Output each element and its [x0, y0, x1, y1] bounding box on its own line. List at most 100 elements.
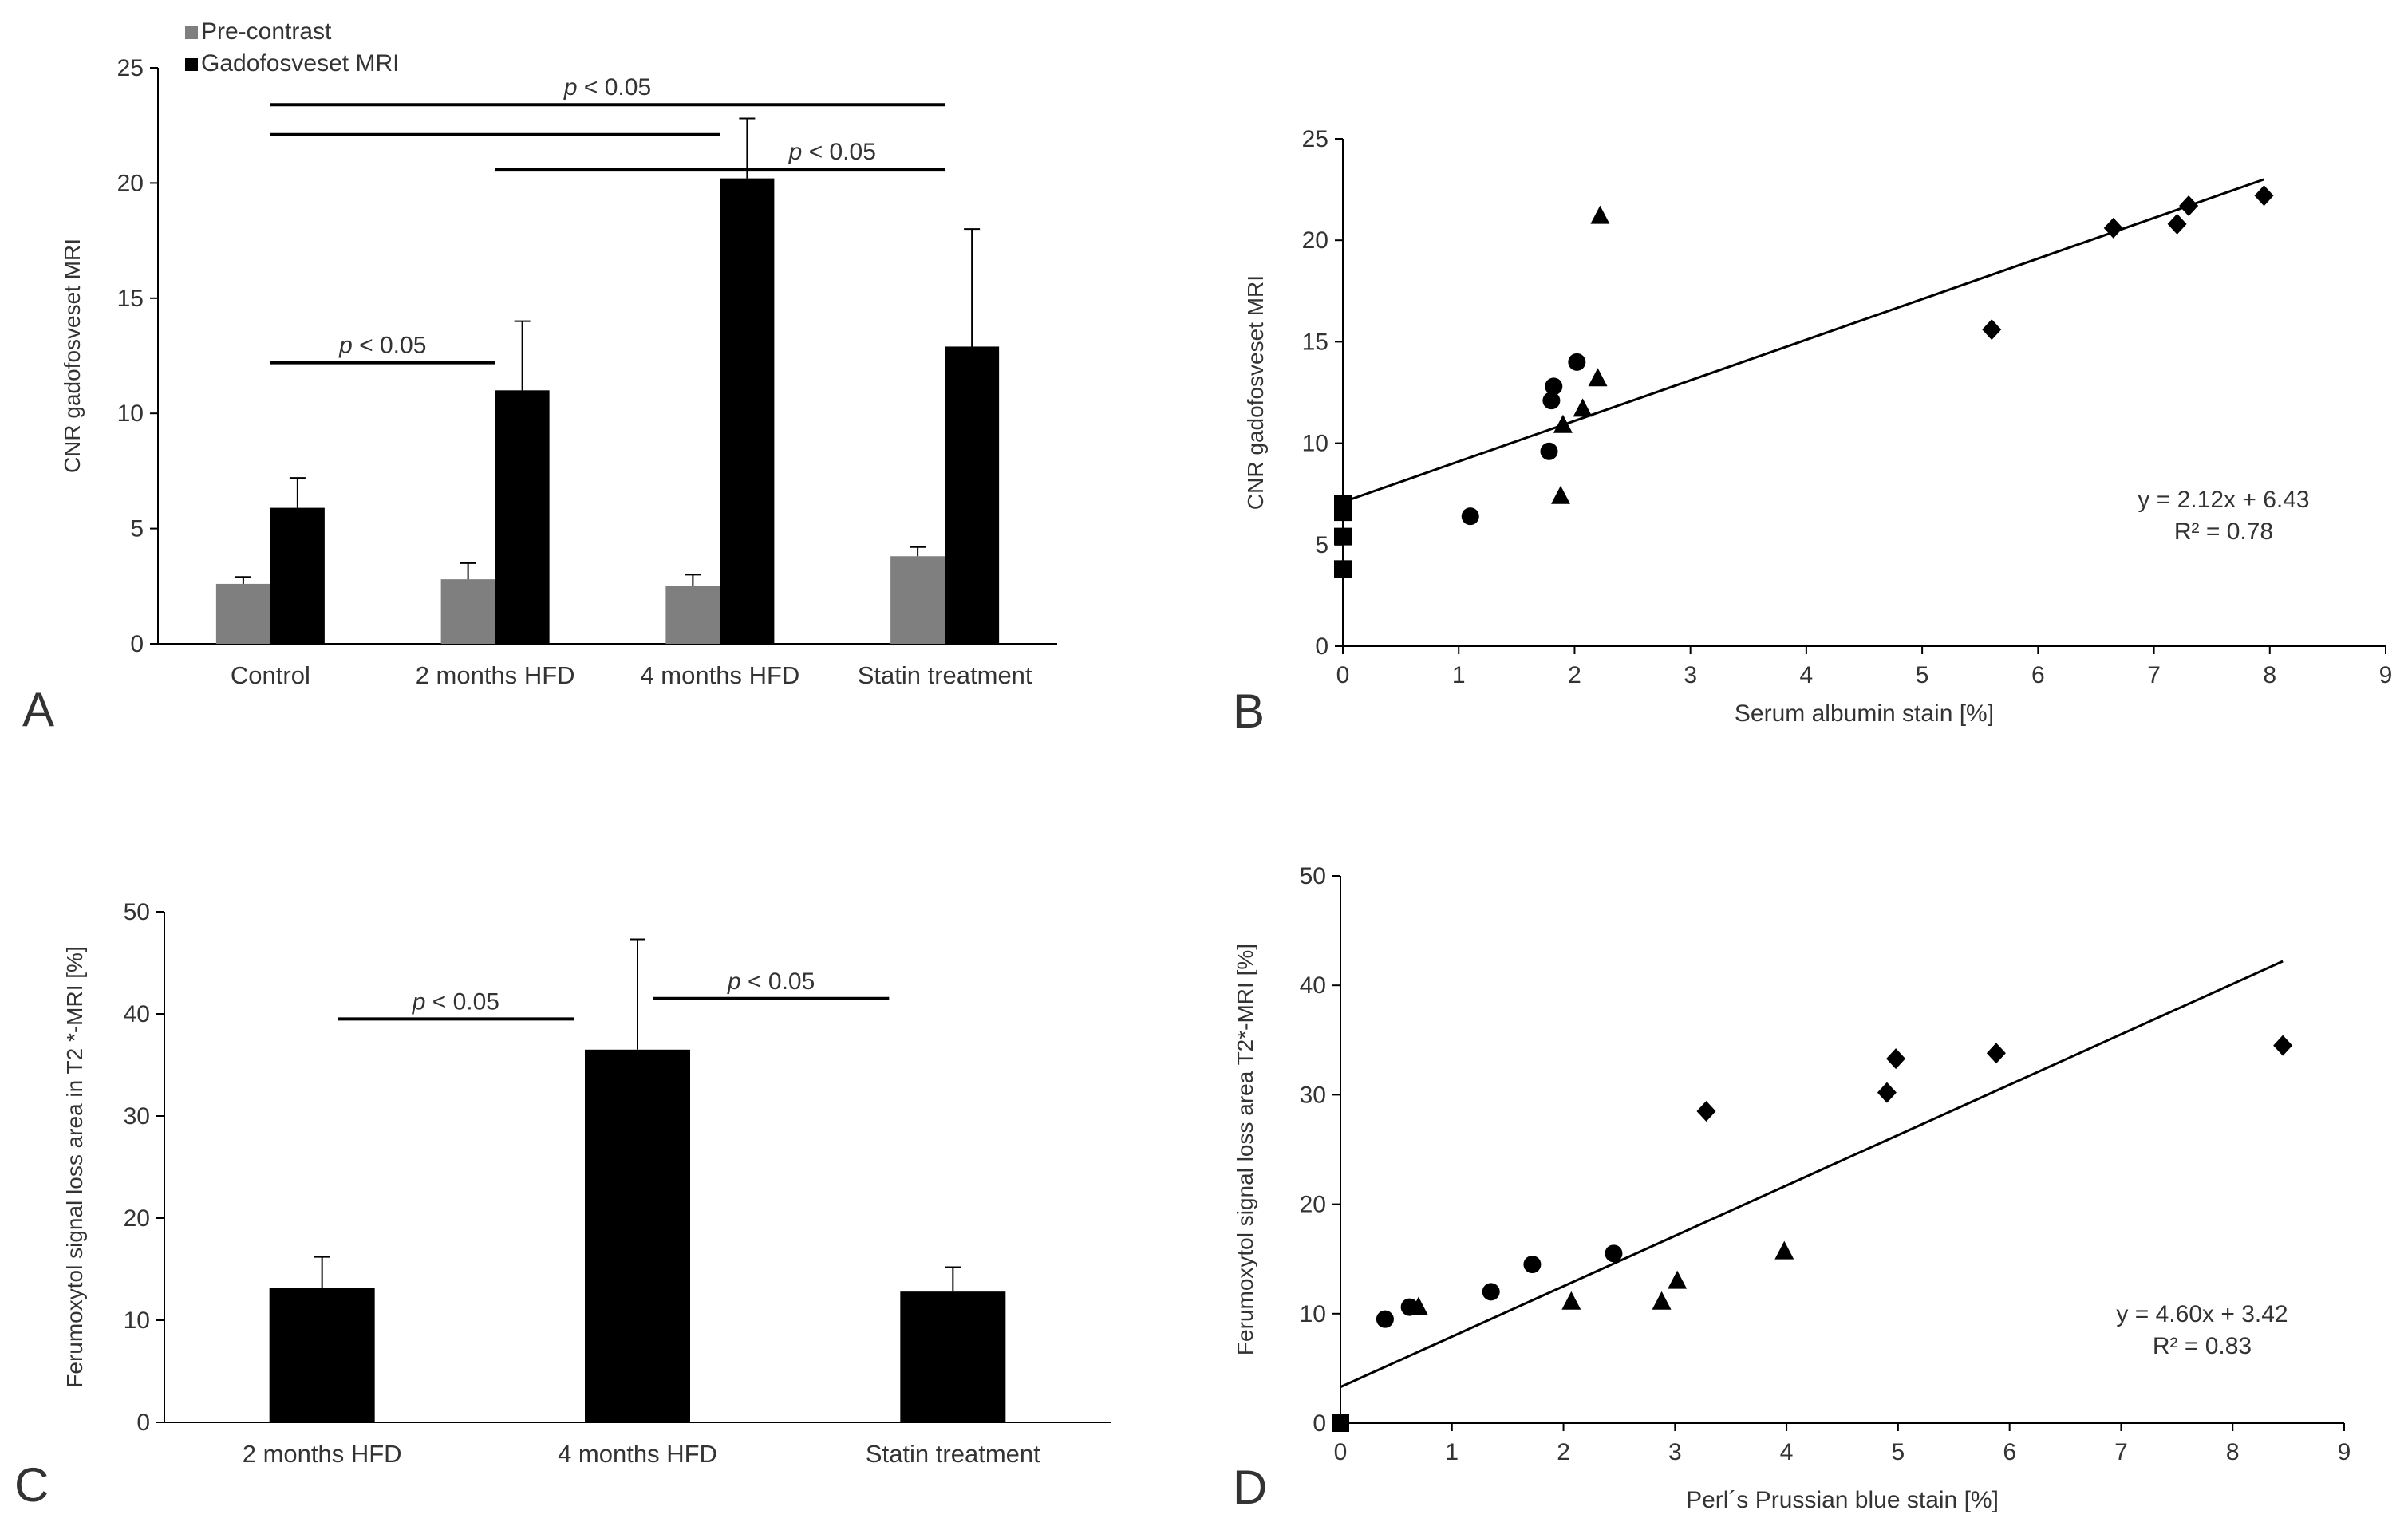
triangle-point — [1553, 414, 1573, 433]
x-tick-label: 8 — [2263, 662, 2276, 688]
y-tick-label: 20 — [124, 1205, 150, 1232]
y-tick-label: 10 — [1302, 431, 1328, 457]
circle-point — [1545, 377, 1563, 396]
trendline — [1340, 960, 2284, 1389]
square-point — [1334, 495, 1352, 513]
y-tick-label: 10 — [124, 1307, 150, 1334]
diamond-point — [1886, 1048, 1906, 1070]
bar — [269, 1288, 375, 1422]
triangle-point — [1588, 368, 1608, 387]
y-tick-label: 10 — [1300, 1301, 1326, 1327]
panel-d: 0 10 20 30 40 50 0 1 2 3 4 5 6 7 8 9 Perl´s Prussian blu… — [1233, 863, 2351, 1514]
y-tick-label: 0 — [1313, 1410, 1326, 1437]
x-tick-label: 1 — [1445, 1439, 1459, 1465]
y-tick-label: 15 — [117, 286, 144, 312]
triangle-point — [1652, 1291, 1672, 1310]
bar — [945, 346, 1000, 644]
y-tick-label: 20 — [117, 170, 144, 196]
y-tick-label: 40 — [124, 1001, 150, 1027]
x-tick-label: 3 — [1684, 662, 1697, 688]
x-tick-label: 4 months HFD — [640, 661, 799, 689]
x-tick-label: 5 — [1892, 1439, 1905, 1465]
bar — [665, 586, 720, 644]
y-tick-label: 30 — [124, 1103, 150, 1130]
x-tick-label: Statin treatment — [866, 1440, 1040, 1468]
bar — [585, 1049, 690, 1422]
diamond-point — [1982, 319, 2002, 341]
y-tick-label: 0 — [130, 631, 144, 657]
triangle-point — [1668, 1270, 1688, 1289]
x-tick-label: 2 — [1557, 1439, 1570, 1465]
legend-label: Pre-contrast — [201, 18, 332, 45]
y-tick-label: 0 — [136, 1410, 150, 1436]
y-tick-label: 0 — [1315, 633, 1328, 660]
y-tick-label: 50 — [124, 899, 150, 925]
y-tick-label: 5 — [130, 516, 144, 542]
panel-b: 0 5 10 15 20 25 0 1 2 3 4 5 6 7 8 9 Serum albumin stain … — [1233, 126, 2392, 738]
y-axis-label: Ferumoxytol signal loss area T2*-MRI [%] — [1233, 944, 1257, 1355]
circle-point — [1376, 1310, 1394, 1328]
x-axis-label: Perl´s Prussian blue stain [%] — [1686, 1487, 1999, 1513]
x-tick-label: 4 — [1800, 662, 1814, 688]
diamond-point — [1696, 1100, 1716, 1122]
diamond-point — [2167, 213, 2187, 235]
triangle-point — [1774, 1240, 1794, 1260]
significance-label: p < 0.05 — [727, 968, 815, 995]
y-tick-label: 30 — [1300, 1082, 1326, 1108]
circle-point — [1523, 1256, 1542, 1274]
bar — [215, 583, 270, 644]
bar — [900, 1291, 1006, 1422]
significance-label: p < 0.05 — [412, 988, 499, 1015]
y-tick-label: 20 — [1302, 227, 1328, 254]
y-tick-label: 5 — [1315, 532, 1328, 558]
x-tick-label: 3 — [1668, 1439, 1682, 1465]
diamond-point — [2103, 217, 2123, 239]
x-tick-label: 2 — [1568, 662, 1581, 688]
x-tick-label: 7 — [2147, 662, 2161, 688]
y-axis-label: Ferumoxytol signal loss area in T2 *-MRI… — [62, 946, 87, 1387]
diamond-point — [2254, 185, 2274, 207]
diamond-point — [2179, 195, 2199, 216]
triangle-point — [1551, 485, 1571, 504]
square-point — [1332, 1414, 1349, 1432]
regression-equation: y = 4.60x + 3.42 — [2116, 1301, 2288, 1327]
bar — [270, 507, 325, 644]
square-point — [1334, 527, 1352, 546]
x-axis-label: Serum albumin stain [%] — [1735, 700, 1994, 727]
significance-label: p < 0.05 — [788, 139, 876, 165]
panel-label: A — [22, 683, 54, 736]
x-tick-label: Control — [231, 661, 310, 689]
bar — [720, 178, 775, 644]
regression-equation: y = 2.12x + 6.43 — [2138, 487, 2309, 513]
y-axis-label: CNR gadofosveset MRI — [1243, 275, 1268, 510]
y-tick-label: 50 — [1300, 863, 1326, 889]
x-tick-label: 2 months HFD — [243, 1440, 402, 1468]
circle-point — [1568, 353, 1586, 371]
bar — [890, 556, 945, 644]
r-squared: R² = 0.83 — [2153, 1333, 2252, 1359]
panel-c: 0 10 20 30 40 50 Ferumoxytol signal loss area … — [14, 899, 1111, 1512]
diamond-point — [1877, 1082, 1897, 1103]
y-tick-label: 40 — [1300, 972, 1326, 999]
triangle-point — [1561, 1291, 1581, 1310]
triangle-point — [1408, 1296, 1428, 1315]
diamond-point — [1986, 1043, 2006, 1064]
x-tick-label: 4 months HFD — [558, 1440, 717, 1468]
legend-label: Gadofosveset MRI — [201, 50, 399, 77]
y-tick-label: 15 — [1302, 329, 1328, 355]
y-tick-label: 10 — [117, 400, 144, 427]
triangle-point — [1590, 205, 1610, 224]
x-tick-label: 9 — [2338, 1439, 2351, 1465]
r-squared: R² = 0.78 — [2174, 519, 2273, 545]
legend-swatch — [185, 58, 198, 71]
panel-label: B — [1233, 684, 1265, 738]
x-tick-label: 0 — [1334, 1439, 1348, 1465]
y-tick-label: 20 — [1300, 1192, 1326, 1218]
bar — [440, 579, 495, 644]
diamond-point — [2273, 1035, 2293, 1056]
panel-label: D — [1233, 1461, 1267, 1514]
trendline — [1342, 178, 2265, 503]
x-tick-label: 6 — [2031, 662, 2045, 688]
bar — [495, 390, 550, 644]
